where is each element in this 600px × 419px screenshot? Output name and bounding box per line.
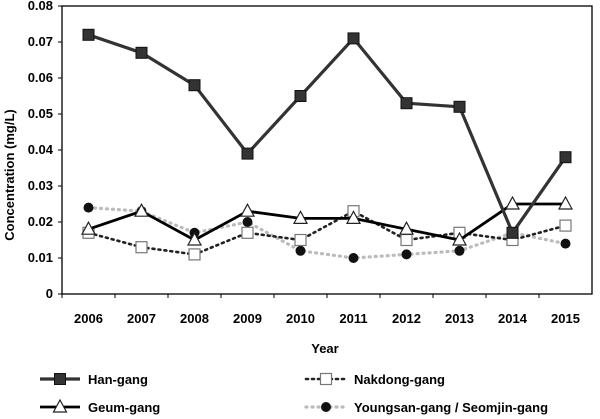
data-point: [559, 219, 572, 232]
data-point: [188, 79, 201, 92]
series-youngsan-gang-seomjin-gang: [83, 202, 571, 263]
plot-area: [61, 5, 593, 295]
x-tick-label: 2014: [498, 311, 528, 326]
data-point: [241, 147, 254, 160]
y-tick-label: 0.08: [28, 0, 53, 13]
data-point: [292, 210, 309, 224]
legend-marker: [319, 372, 333, 386]
data-point: [83, 202, 94, 213]
y-tick-label: 0.02: [28, 214, 53, 229]
y-tick-label: 0.06: [28, 70, 53, 85]
x-tick-label: 2008: [180, 311, 209, 326]
series-line: [86, 206, 568, 260]
data-point: [345, 210, 362, 224]
legend-marker: [54, 373, 66, 385]
x-axis-title: Year: [311, 341, 338, 356]
legend-marker: [321, 402, 331, 412]
y-axis-title: Concentration (mg/L): [2, 109, 17, 240]
legend-entry: Youngsan-gang / Seomjin-gang: [304, 400, 548, 415]
legend-label: Geum-gang: [88, 400, 160, 415]
legend-entry: Nakdong-gang: [304, 372, 445, 387]
data-point: [560, 238, 571, 249]
legend-entry: Han-gang: [40, 372, 148, 387]
x-tick-label: 2012: [392, 311, 421, 326]
legend-label: Han-gang: [88, 372, 148, 387]
data-point: [135, 46, 148, 59]
data-point: [557, 195, 574, 210]
legend-entry: Geum-gang: [40, 398, 160, 415]
legend-label: Youngsan-gang / Seomjin-gang: [354, 400, 548, 415]
legend-marker: [52, 398, 68, 413]
x-axis-ticks: 2006 2007 2008 2009 2010 2011 2012 2013 2014 2015: [61, 294, 580, 326]
y-tick-label: 0.03: [28, 178, 53, 193]
x-tick-label: 2006: [74, 311, 103, 326]
data-point: [135, 241, 148, 254]
data-point: [241, 226, 254, 239]
series-line: [88, 202, 566, 242]
y-tick-label: 0: [46, 286, 53, 301]
series-geum-gang: [80, 195, 574, 246]
x-tick-label: 2015: [551, 311, 580, 326]
data-point: [453, 100, 466, 113]
data-point: [80, 220, 97, 235]
x-tick-label: 2011: [339, 311, 367, 326]
data-point: [294, 90, 307, 102]
data-point: [188, 248, 201, 261]
y-axis-ticks: 0 0.01 0.02 0.03 0.04 0.05 0.06 0.07 0.08: [28, 0, 62, 301]
series-line: [87, 209, 567, 256]
series-line: [87, 33, 567, 235]
data-point: [82, 28, 95, 41]
legend-label: Nakdong-gang: [354, 372, 445, 387]
series-han-gang: [82, 28, 572, 239]
data-point: [451, 231, 468, 246]
data-point: [348, 253, 359, 263]
data-point: [242, 217, 253, 227]
x-tick-label: 2007: [127, 311, 156, 326]
x-tick-label: 2013: [445, 311, 474, 326]
y-tick-label: 0.05: [28, 106, 53, 121]
data-point: [454, 245, 465, 256]
y-tick-label: 0.01: [28, 250, 53, 265]
data-point: [239, 202, 256, 217]
data-point: [400, 97, 413, 110]
legend: Han-gang Nakdong-gang Geum-gang Youngsan-ga…: [40, 372, 548, 415]
x-tick-label: 2009: [233, 311, 262, 326]
y-tick-label: 0.07: [28, 34, 53, 49]
data-point: [294, 233, 307, 247]
data-point: [186, 231, 203, 246]
data-point: [401, 249, 412, 260]
x-tick-label: 2010: [286, 311, 315, 326]
data-point: [506, 226, 519, 239]
data-point: [295, 245, 306, 256]
y-tick-label: 0.04: [28, 142, 54, 157]
data-point: [559, 151, 572, 164]
data-point: [400, 233, 413, 247]
data-point: [133, 202, 150, 217]
data-point: [347, 32, 360, 45]
data-point: [398, 220, 415, 235]
data-point: [504, 195, 521, 210]
